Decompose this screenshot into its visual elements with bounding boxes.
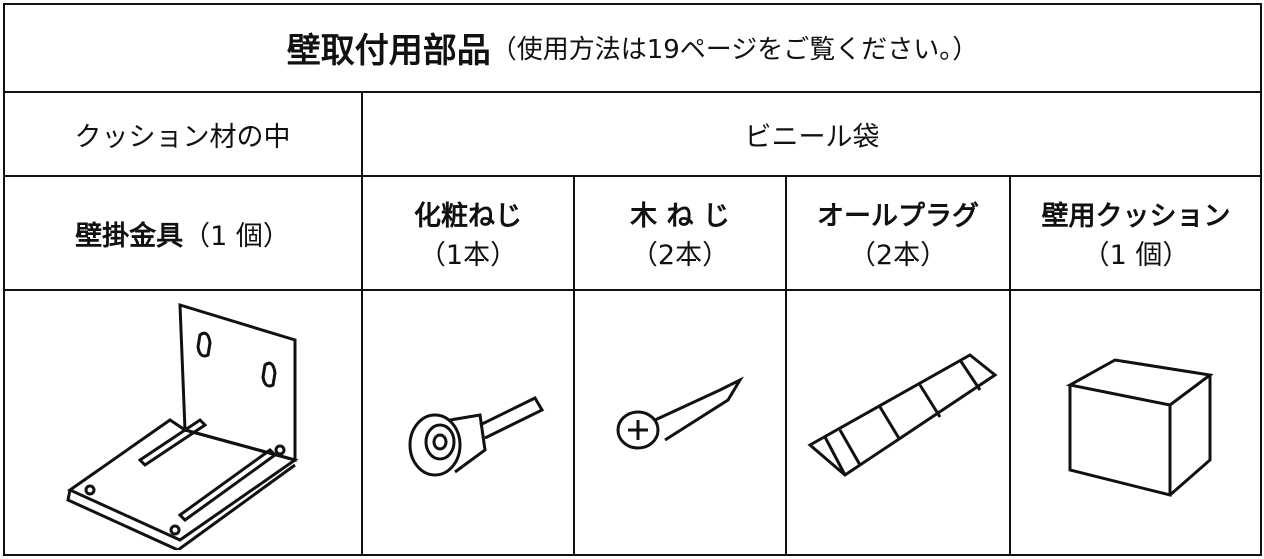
item-qty: （2本） [630,240,730,271]
item-qty: （1 個） [183,220,290,252]
rule [1009,176,1011,556]
item-name: 木 ね じ [630,201,730,232]
title-row: 壁取付用部品 （使用方法は19ページをご覧ください。） [3,3,1262,92]
item-name: オールプラグ [817,201,979,232]
item-cell: オールプラグ （2本） [786,176,1010,290]
rule [3,289,1262,291]
item-qty: （1本） [418,240,518,271]
item-name: 壁掛金具 [75,220,184,252]
table-frame [3,3,1262,556]
rule [361,92,363,556]
wood-screw-illustration [616,376,744,450]
item-qty: （2本） [848,240,948,271]
title: 壁取付用部品 [286,31,491,71]
rule [3,91,1262,93]
item-name: 壁用クッション [1041,201,1231,232]
bracket-illustration [66,302,299,550]
note: （使用方法は19ページをご覧ください。） [490,35,979,65]
cushion-illustration [1065,358,1214,497]
item-cell: 化粧ねじ （1本） [362,176,574,290]
item-cell: 壁掛金具 （1 個） [3,176,362,290]
rule [785,176,787,556]
knob-screw-illustration [408,396,545,477]
wall-plug-illustration [807,353,998,477]
rule [573,176,575,556]
item-cell: 壁用クッション （1 個） [1010,176,1262,290]
item-qty: （1 個） [1082,240,1190,271]
item-cell: 木 ね じ （2本） [574,176,786,290]
group-cell: クッション材の中 [74,121,291,153]
rule [3,175,1262,177]
group-cell: ビニール袋 [744,121,880,153]
item-name: 化粧ねじ [414,201,522,232]
